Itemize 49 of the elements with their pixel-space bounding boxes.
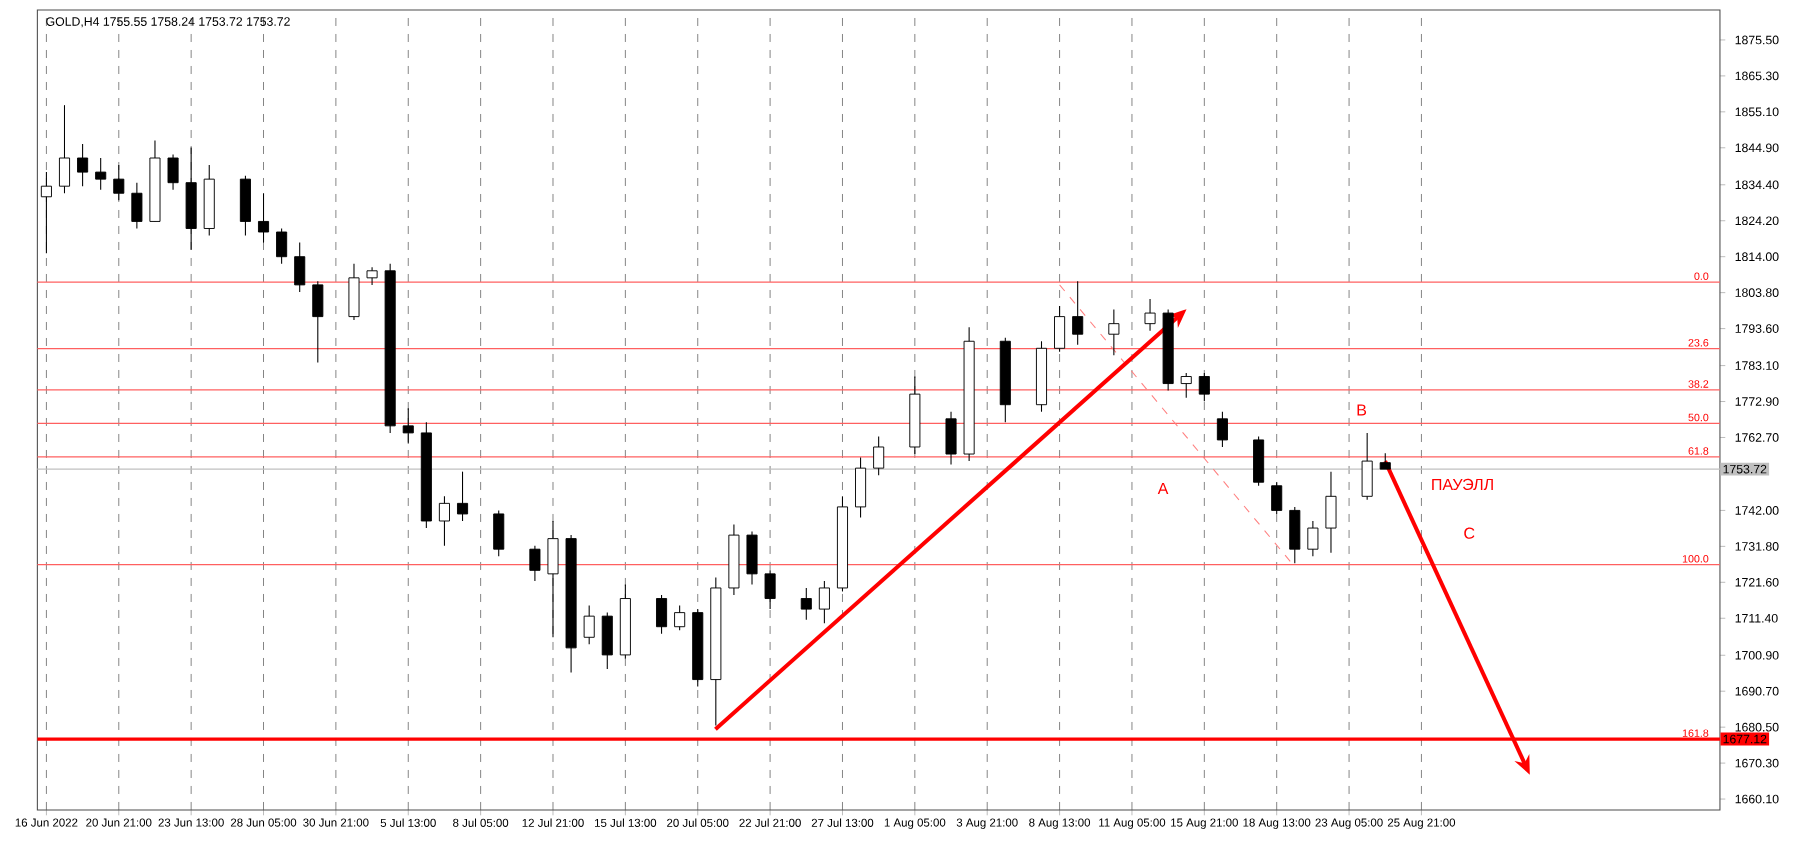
- candlestick: [529, 545, 541, 582]
- candlestick: [818, 580, 830, 624]
- candlestick: [493, 509, 505, 557]
- candlestick: [276, 227, 288, 265]
- candlestick: [1108, 309, 1120, 356]
- annotation: C: [1464, 527, 1475, 539]
- candlestick: [95, 157, 107, 191]
- annotation: B: [1357, 404, 1367, 416]
- candlestick: [547, 520, 559, 638]
- candlestick: [167, 153, 179, 191]
- candlestick: [873, 435, 885, 476]
- candlestick: [1054, 305, 1066, 353]
- candlestick: [77, 143, 89, 187]
- candlestick: [457, 471, 469, 522]
- candlestick: [1361, 432, 1373, 501]
- candlestick: [656, 594, 668, 635]
- candlestick: [113, 164, 125, 201]
- candlestick: [239, 175, 251, 237]
- candlestick: [1253, 435, 1265, 487]
- candlestick: [674, 605, 686, 631]
- candlestick: [855, 457, 867, 519]
- candlestick: [1307, 520, 1319, 557]
- candlestick: [1216, 411, 1228, 448]
- candlestick: [1325, 471, 1337, 554]
- candlestick: [1180, 372, 1192, 399]
- candlestick: [366, 266, 378, 286]
- candlestick: [945, 411, 957, 466]
- candlestick: [1144, 298, 1156, 332]
- candlestick: [40, 171, 52, 254]
- candlestick: [601, 612, 613, 670]
- candlestick: [257, 192, 270, 244]
- candlestick: [1198, 372, 1210, 402]
- candlestick: [348, 263, 360, 321]
- candlestick: [131, 182, 143, 230]
- candlestick: [746, 531, 758, 585]
- candlestick: [1271, 481, 1283, 515]
- candlestick: [312, 280, 324, 363]
- candlestick: [764, 569, 776, 610]
- candlestick: [402, 407, 414, 444]
- candlestick: [185, 146, 197, 251]
- annotation: A: [1157, 482, 1169, 494]
- candlestick: [438, 495, 450, 547]
- candlestick: [294, 242, 306, 293]
- candlestick: [800, 587, 812, 621]
- candlestick: [1289, 506, 1301, 564]
- candlestick: [583, 605, 595, 645]
- annotation: ПАУЭЛЛ: [1432, 478, 1493, 491]
- candlestick: [58, 104, 71, 194]
- candlestick: [1072, 280, 1084, 346]
